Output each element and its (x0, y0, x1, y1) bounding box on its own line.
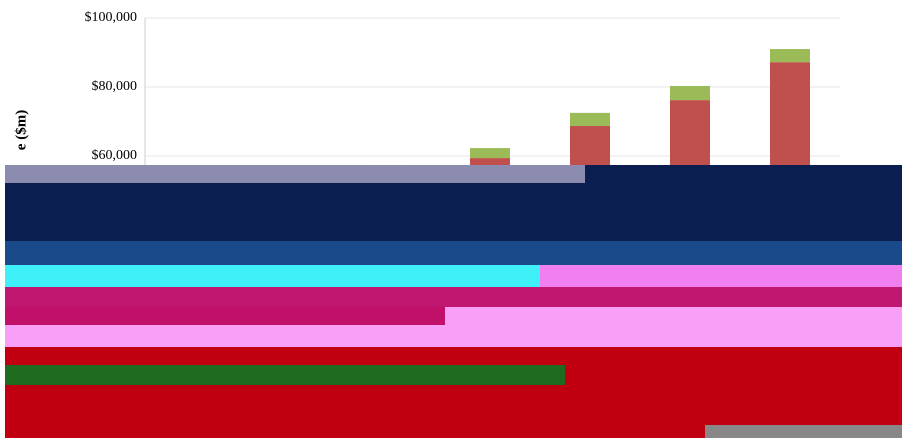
glitch-band (540, 265, 902, 287)
glitch-band (5, 347, 902, 438)
glitch-band (705, 425, 902, 438)
glitch-band (5, 241, 902, 265)
glitch-band (5, 365, 565, 385)
bar-segment (570, 112, 610, 126)
y-tick-label: $80,000 (92, 79, 138, 94)
glitch-band (5, 165, 585, 183)
glitch-overlay (5, 165, 902, 438)
y-tick-label: $60,000 (92, 148, 138, 163)
y-tick-label: $100,000 (85, 10, 138, 25)
bar-segment (670, 85, 710, 101)
bar-segment (770, 49, 810, 63)
glitch-band (5, 287, 902, 307)
glitch-band (5, 307, 445, 325)
bar-segment (470, 148, 510, 159)
y-axis-label: e ($m) (13, 110, 29, 150)
